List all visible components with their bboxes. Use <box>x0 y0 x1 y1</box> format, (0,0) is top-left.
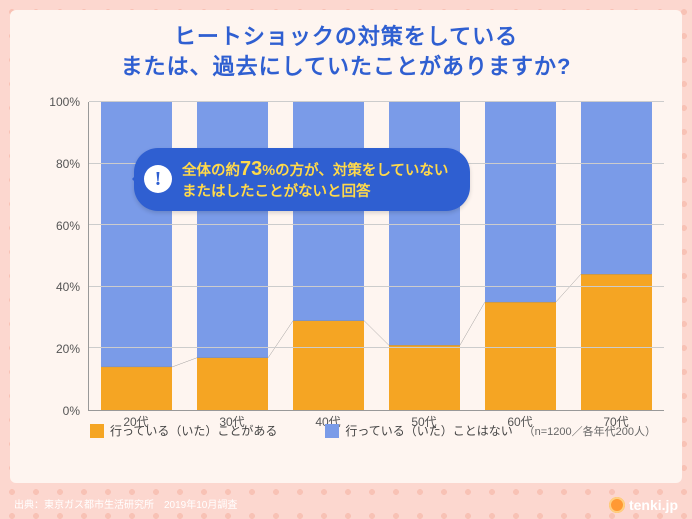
grid-line <box>89 347 664 348</box>
y-axis: 0%20%40%60%80%100% <box>36 102 86 411</box>
bar-segment-yes <box>485 302 556 410</box>
sun-icon <box>609 497 625 513</box>
bar-segment-yes <box>197 358 268 410</box>
grid-line <box>89 286 664 287</box>
bar-column <box>472 102 568 410</box>
callout-line-2: またはしたことがないと回答 <box>182 183 448 203</box>
y-tick-label: 40% <box>56 280 80 294</box>
y-tick-label: 100% <box>49 95 80 109</box>
grid-line <box>89 224 664 225</box>
outer-frame: ヒートショックの対策をしている または、過去にしていたことがありますか? 0% 2… <box>0 0 692 519</box>
callout-bubble: ! 全体の約73%の方が、対策をしていない またはしたことがないと回答 <box>134 148 470 211</box>
bar-segment-yes <box>389 345 460 410</box>
bar-segment-no <box>485 102 556 302</box>
legend: 行っている（いた）ことがある 行っている（いた）ことはない <box>90 422 513 439</box>
bar-segment-no <box>101 102 172 367</box>
exclamation-icon: ! <box>144 165 172 193</box>
brand: tenki.jp <box>609 497 678 513</box>
bar-segment-yes <box>101 367 172 410</box>
bar-segment-no <box>197 102 268 358</box>
y-tick-label: 80% <box>56 157 80 171</box>
y-tick-label: 20% <box>56 342 80 356</box>
legend-label: 行っている（いた）ことはない <box>345 422 512 439</box>
callout-big-number: 73 <box>240 158 262 180</box>
stacked-bar <box>485 102 556 410</box>
callout-suffix: %の方が、対策をしていない <box>262 163 448 179</box>
title-line-2: または、過去にしていたことがありますか? <box>10 52 682 82</box>
brand-label: tenki.jp <box>629 497 678 513</box>
bar-segment-no <box>293 102 364 321</box>
y-tick-label: 0% <box>63 404 80 418</box>
title: ヒートショックの対策をしている または、過去にしていたことがありますか? <box>10 10 682 91</box>
stacked-bar <box>581 102 652 410</box>
legend-swatch <box>325 424 339 438</box>
legend-item: 行っている（いた）ことがある <box>90 422 277 439</box>
exclamation-glyph: ! <box>155 166 162 193</box>
y-tick-label: 60% <box>56 219 80 233</box>
callout-prefix: 全体の約 <box>182 163 240 179</box>
legend-swatch <box>90 424 104 438</box>
sample-note: （n=1200／各年代200人） <box>524 423 656 439</box>
legend-label: 行っている（いた）ことがある <box>110 422 277 439</box>
title-line-1: ヒートショックの対策をしている <box>10 22 682 52</box>
source-text: 出典：東京ガス都市生活研究所 2019年10月調査 <box>14 496 237 511</box>
grid-line <box>89 101 664 102</box>
bar-segment-yes <box>581 274 652 410</box>
bar-segment-no <box>581 102 652 274</box>
callout-line-1: 全体の約73%の方が、対策をしていない <box>182 156 448 183</box>
bar-column <box>568 102 664 410</box>
bar-segment-yes <box>293 321 364 410</box>
card: ヒートショックの対策をしている または、過去にしていたことがありますか? 0% 2… <box>10 10 682 483</box>
legend-item: 行っている（いた）ことはない <box>325 422 512 439</box>
